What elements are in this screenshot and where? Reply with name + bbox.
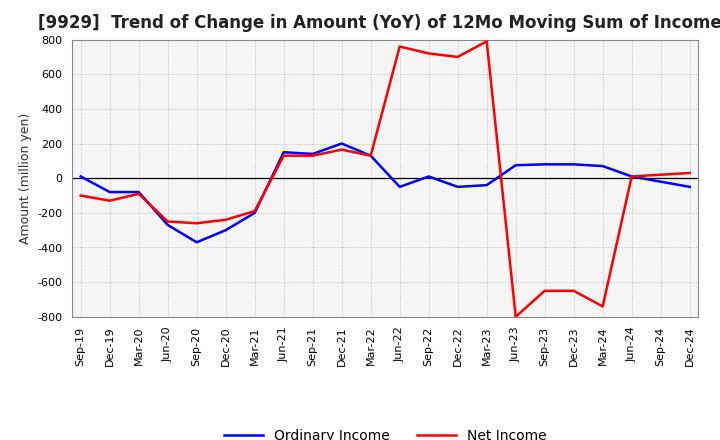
Ordinary Income <box>657 179 665 184</box>
Ordinary Income <box>482 183 491 188</box>
Net Income <box>221 217 230 222</box>
Ordinary Income <box>454 184 462 190</box>
Ordinary Income <box>366 153 375 158</box>
Net Income <box>192 220 201 226</box>
Ordinary Income <box>424 174 433 179</box>
Ordinary Income <box>685 184 694 190</box>
Net Income <box>657 172 665 177</box>
Ordinary Income <box>511 162 520 168</box>
Ordinary Income <box>251 210 259 216</box>
Line: Net Income: Net Income <box>81 41 690 317</box>
Ordinary Income <box>541 161 549 167</box>
Ordinary Income <box>76 174 85 179</box>
Net Income <box>251 209 259 214</box>
Net Income <box>424 51 433 56</box>
Ordinary Income <box>627 174 636 179</box>
Y-axis label: Amount (million yen): Amount (million yen) <box>19 113 32 244</box>
Ordinary Income <box>192 240 201 245</box>
Net Income <box>366 153 375 158</box>
Net Income <box>454 54 462 59</box>
Net Income <box>598 304 607 309</box>
Net Income <box>338 147 346 152</box>
Ordinary Income <box>279 150 288 155</box>
Legend: Ordinary Income, Net Income: Ordinary Income, Net Income <box>224 429 546 440</box>
Net Income <box>76 193 85 198</box>
Net Income <box>511 314 520 319</box>
Net Income <box>279 153 288 158</box>
Ordinary Income <box>135 189 143 194</box>
Net Income <box>135 191 143 196</box>
Ordinary Income <box>105 189 114 194</box>
Ordinary Income <box>570 161 578 167</box>
Ordinary Income <box>598 163 607 169</box>
Title: [9929]  Trend of Change in Amount (YoY) of 12Mo Moving Sum of Incomes: [9929] Trend of Change in Amount (YoY) o… <box>38 15 720 33</box>
Ordinary Income <box>338 141 346 146</box>
Net Income <box>541 288 549 293</box>
Net Income <box>482 39 491 44</box>
Net Income <box>570 288 578 293</box>
Ordinary Income <box>221 227 230 233</box>
Ordinary Income <box>308 151 317 157</box>
Net Income <box>105 198 114 203</box>
Line: Ordinary Income: Ordinary Income <box>81 143 690 242</box>
Ordinary Income <box>395 184 404 190</box>
Ordinary Income <box>163 222 172 227</box>
Net Income <box>627 174 636 179</box>
Net Income <box>163 219 172 224</box>
Net Income <box>308 153 317 158</box>
Net Income <box>685 170 694 176</box>
Net Income <box>395 44 404 49</box>
